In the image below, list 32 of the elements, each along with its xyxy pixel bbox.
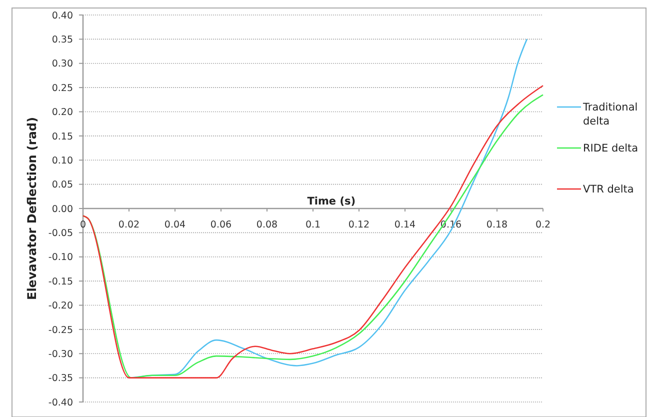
y-tick-label: -0.10 — [48, 252, 73, 264]
x-tick-label: 0.04 — [164, 220, 186, 230]
x-axis-title: Time (s) — [307, 196, 356, 208]
legend-label: VTR delta — [583, 184, 634, 196]
y-tick-label: 0.30 — [52, 58, 73, 70]
x-tick-label: 0.06 — [210, 220, 232, 230]
y-tick-label: -0.15 — [48, 276, 73, 288]
y-tick-label: 0.10 — [52, 155, 73, 166]
x-tick-label: 0.12 — [348, 220, 370, 230]
legend-label: Traditional delta — [582, 102, 638, 128]
y-tick-label: 0.25 — [52, 82, 73, 94]
y-tick-label: -0.05 — [48, 228, 73, 240]
legend-label: RIDE delta — [583, 142, 638, 155]
y-tick-label: 0.05 — [52, 180, 73, 191]
x-tick-label: 0.14 — [394, 220, 416, 230]
y-tick-label: 0.40 — [52, 10, 73, 22]
x-tick-label: 0.2 — [535, 220, 551, 230]
y-tick-label: -0.20 — [48, 300, 73, 312]
y-tick-label: -0.30 — [48, 348, 73, 360]
y-tick-label: 0.20 — [52, 107, 73, 118]
y-axis-title: Elevavator Deflection (rad) — [25, 117, 39, 300]
y-tick-label: -0.25 — [48, 324, 73, 336]
x-tick-label: 0.1 — [305, 220, 321, 230]
x-tick-label: 0.18 — [486, 220, 508, 230]
x-tick-label: 0 — [80, 220, 86, 230]
y-tick-label: -0.35 — [48, 373, 73, 384]
y-tick-label: 0.35 — [52, 34, 73, 46]
x-tick-label: 0.02 — [118, 220, 140, 230]
x-tick-label: 0.08 — [256, 220, 278, 230]
y-tick-label: -0.40 — [48, 397, 73, 408]
y-tick-label: 0.15 — [52, 131, 73, 142]
y-tick-label: 0.00 — [52, 204, 73, 215]
